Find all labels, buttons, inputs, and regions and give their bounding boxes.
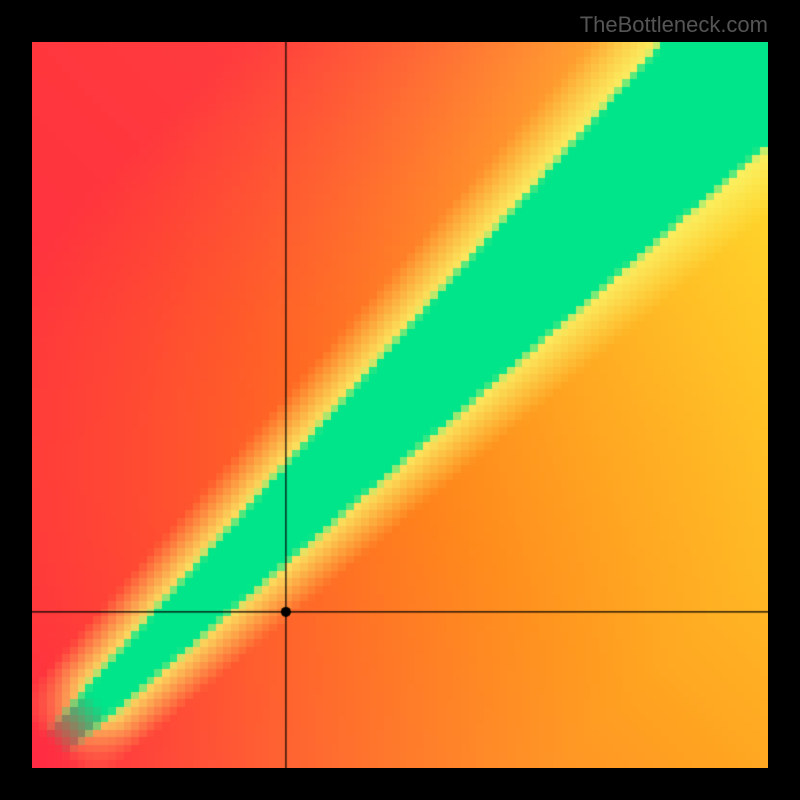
chart-container: TheBottleneck.com — [0, 0, 800, 800]
attribution-label: TheBottleneck.com — [580, 12, 768, 38]
heatmap-canvas — [32, 42, 768, 768]
